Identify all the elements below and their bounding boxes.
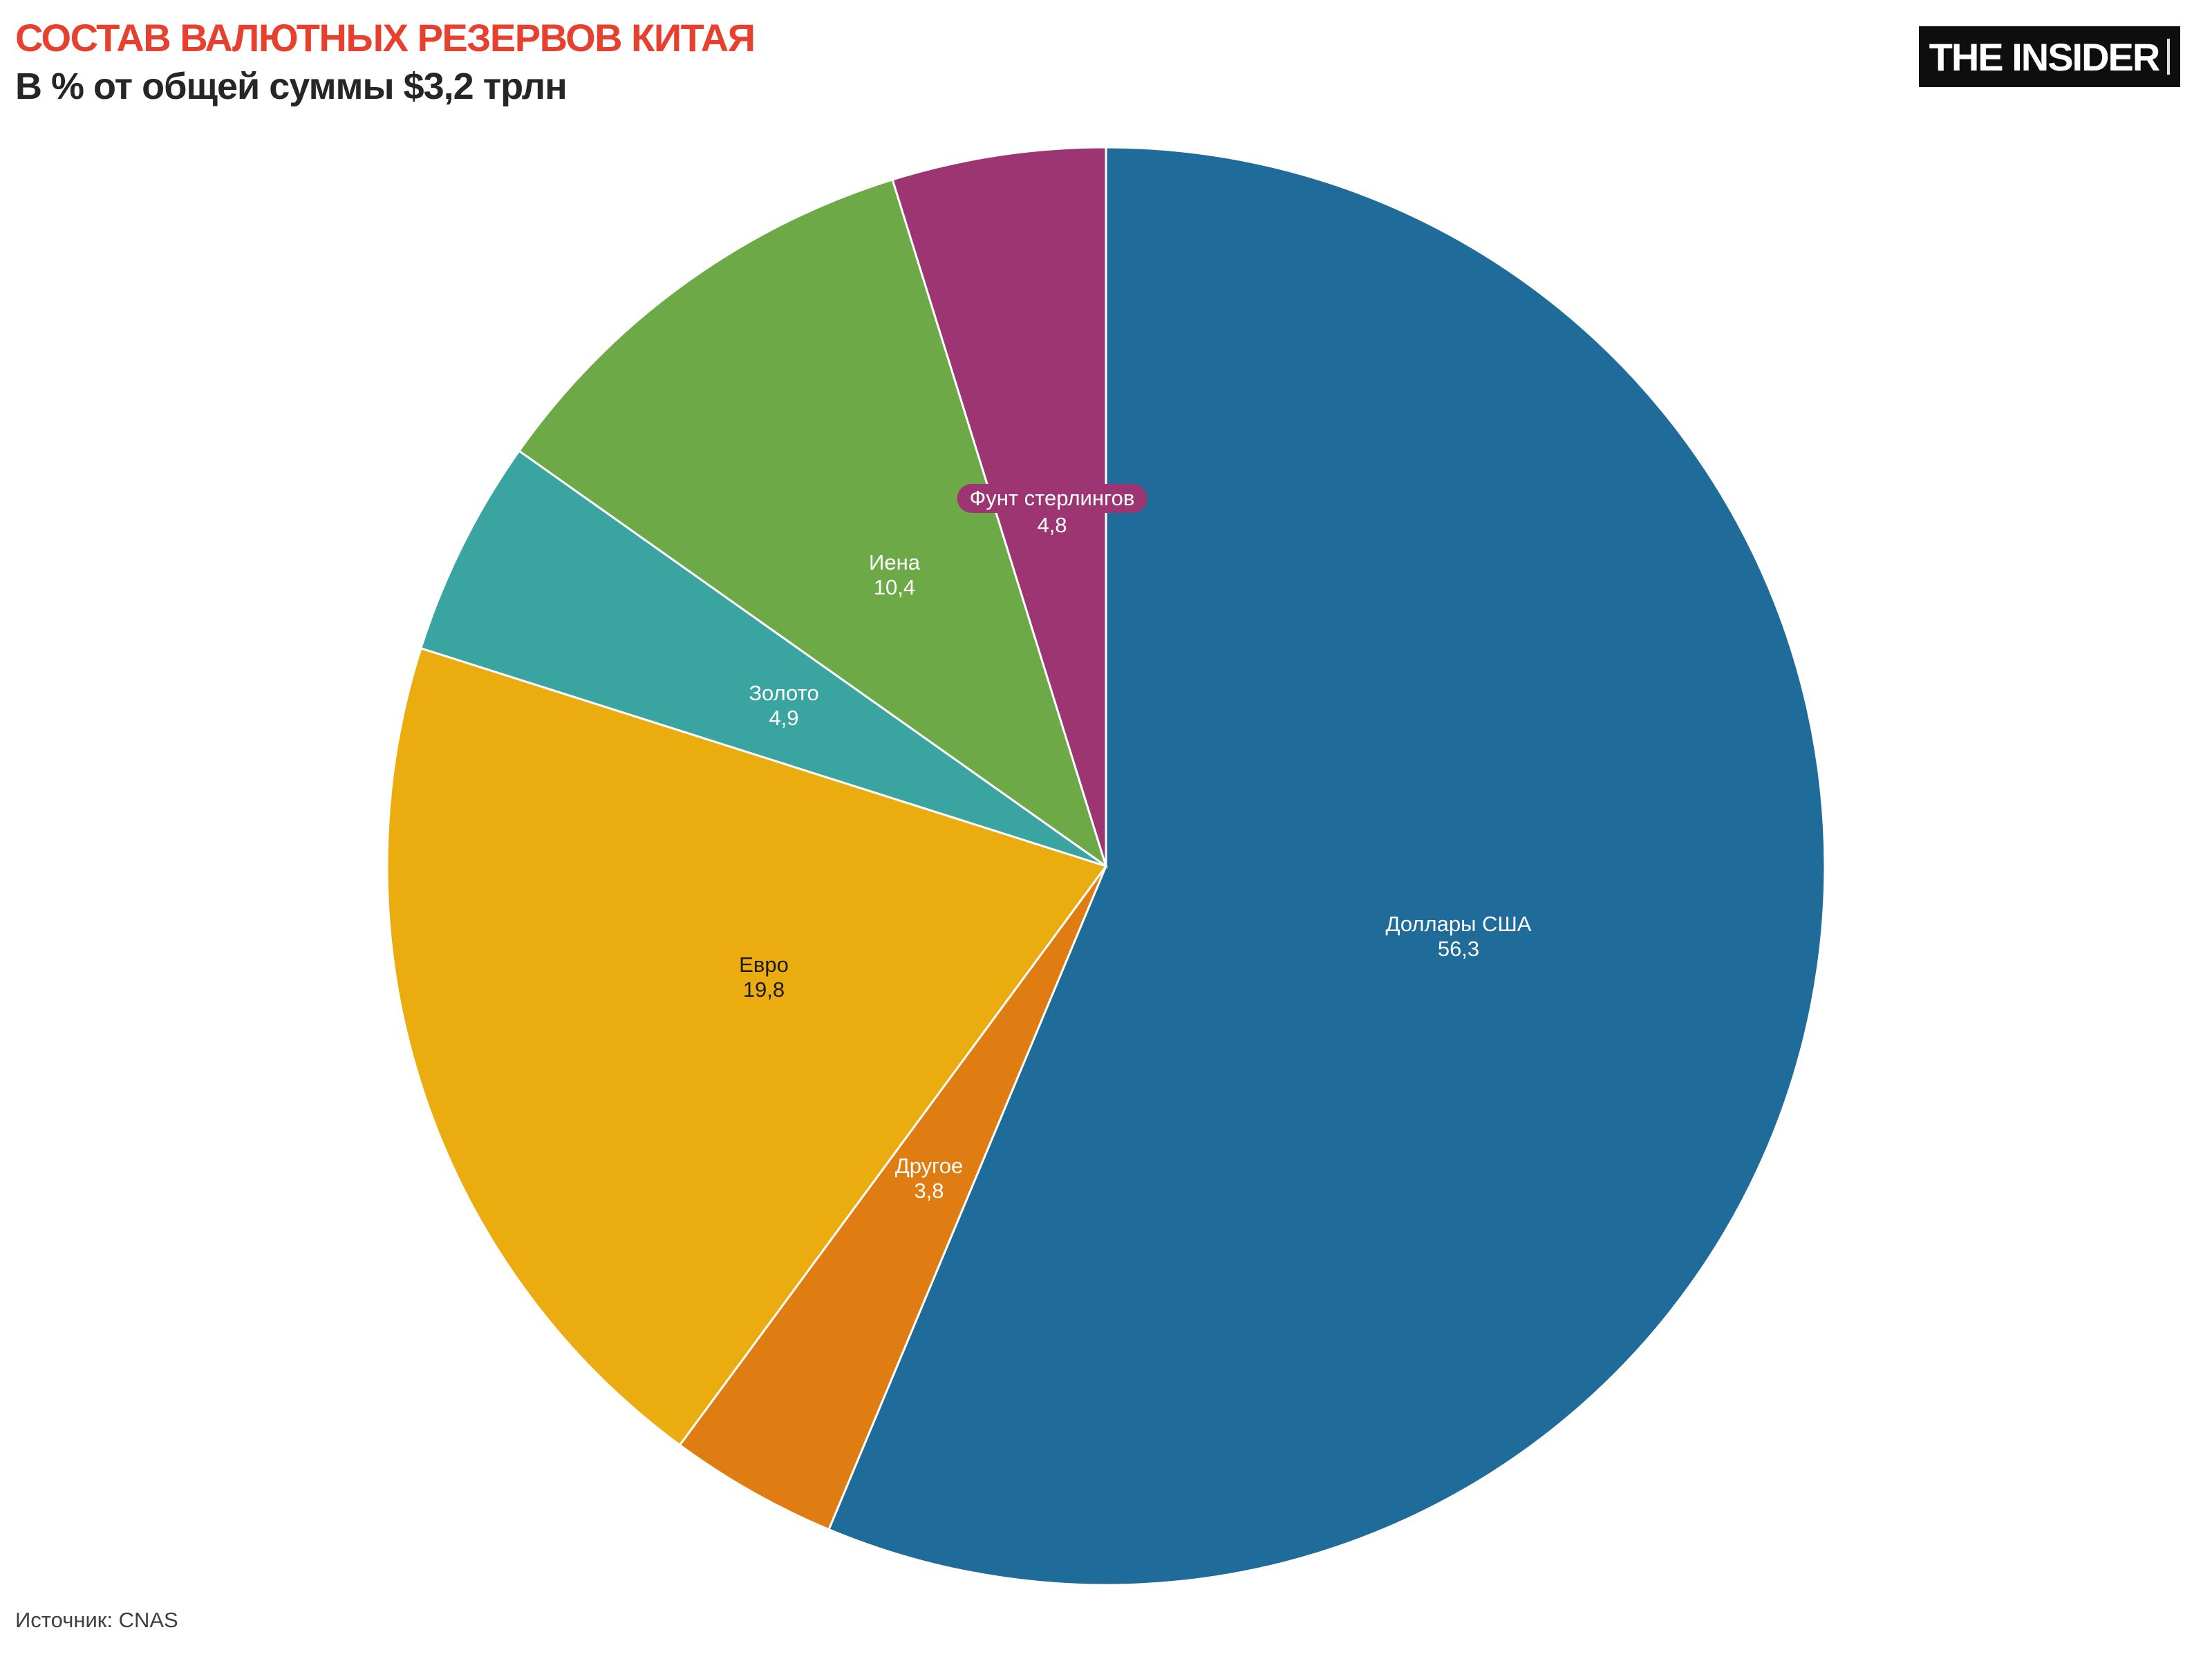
source-note: Источник: CNAS [15, 1608, 178, 1632]
pie-slice-4 [517, 178, 1108, 869]
pie-slice-3 [420, 449, 1107, 868]
logo-cursor-mark [2167, 39, 2171, 75]
page-title: СОСТАВ ВАЛЮТНЫХ РЕЗЕРВОВ КИТАЯ [15, 16, 756, 59]
pie-slice-0 [827, 146, 1826, 1586]
page-subtitle: В % от общей суммы $3,2 трлн [15, 66, 568, 107]
the-insider-logo: THE INSIDER [1919, 26, 2180, 87]
pie-slice-2 [386, 646, 1108, 1447]
pie-slice-1 [678, 865, 1107, 1531]
logo-text: THE INSIDER [1929, 35, 2161, 79]
